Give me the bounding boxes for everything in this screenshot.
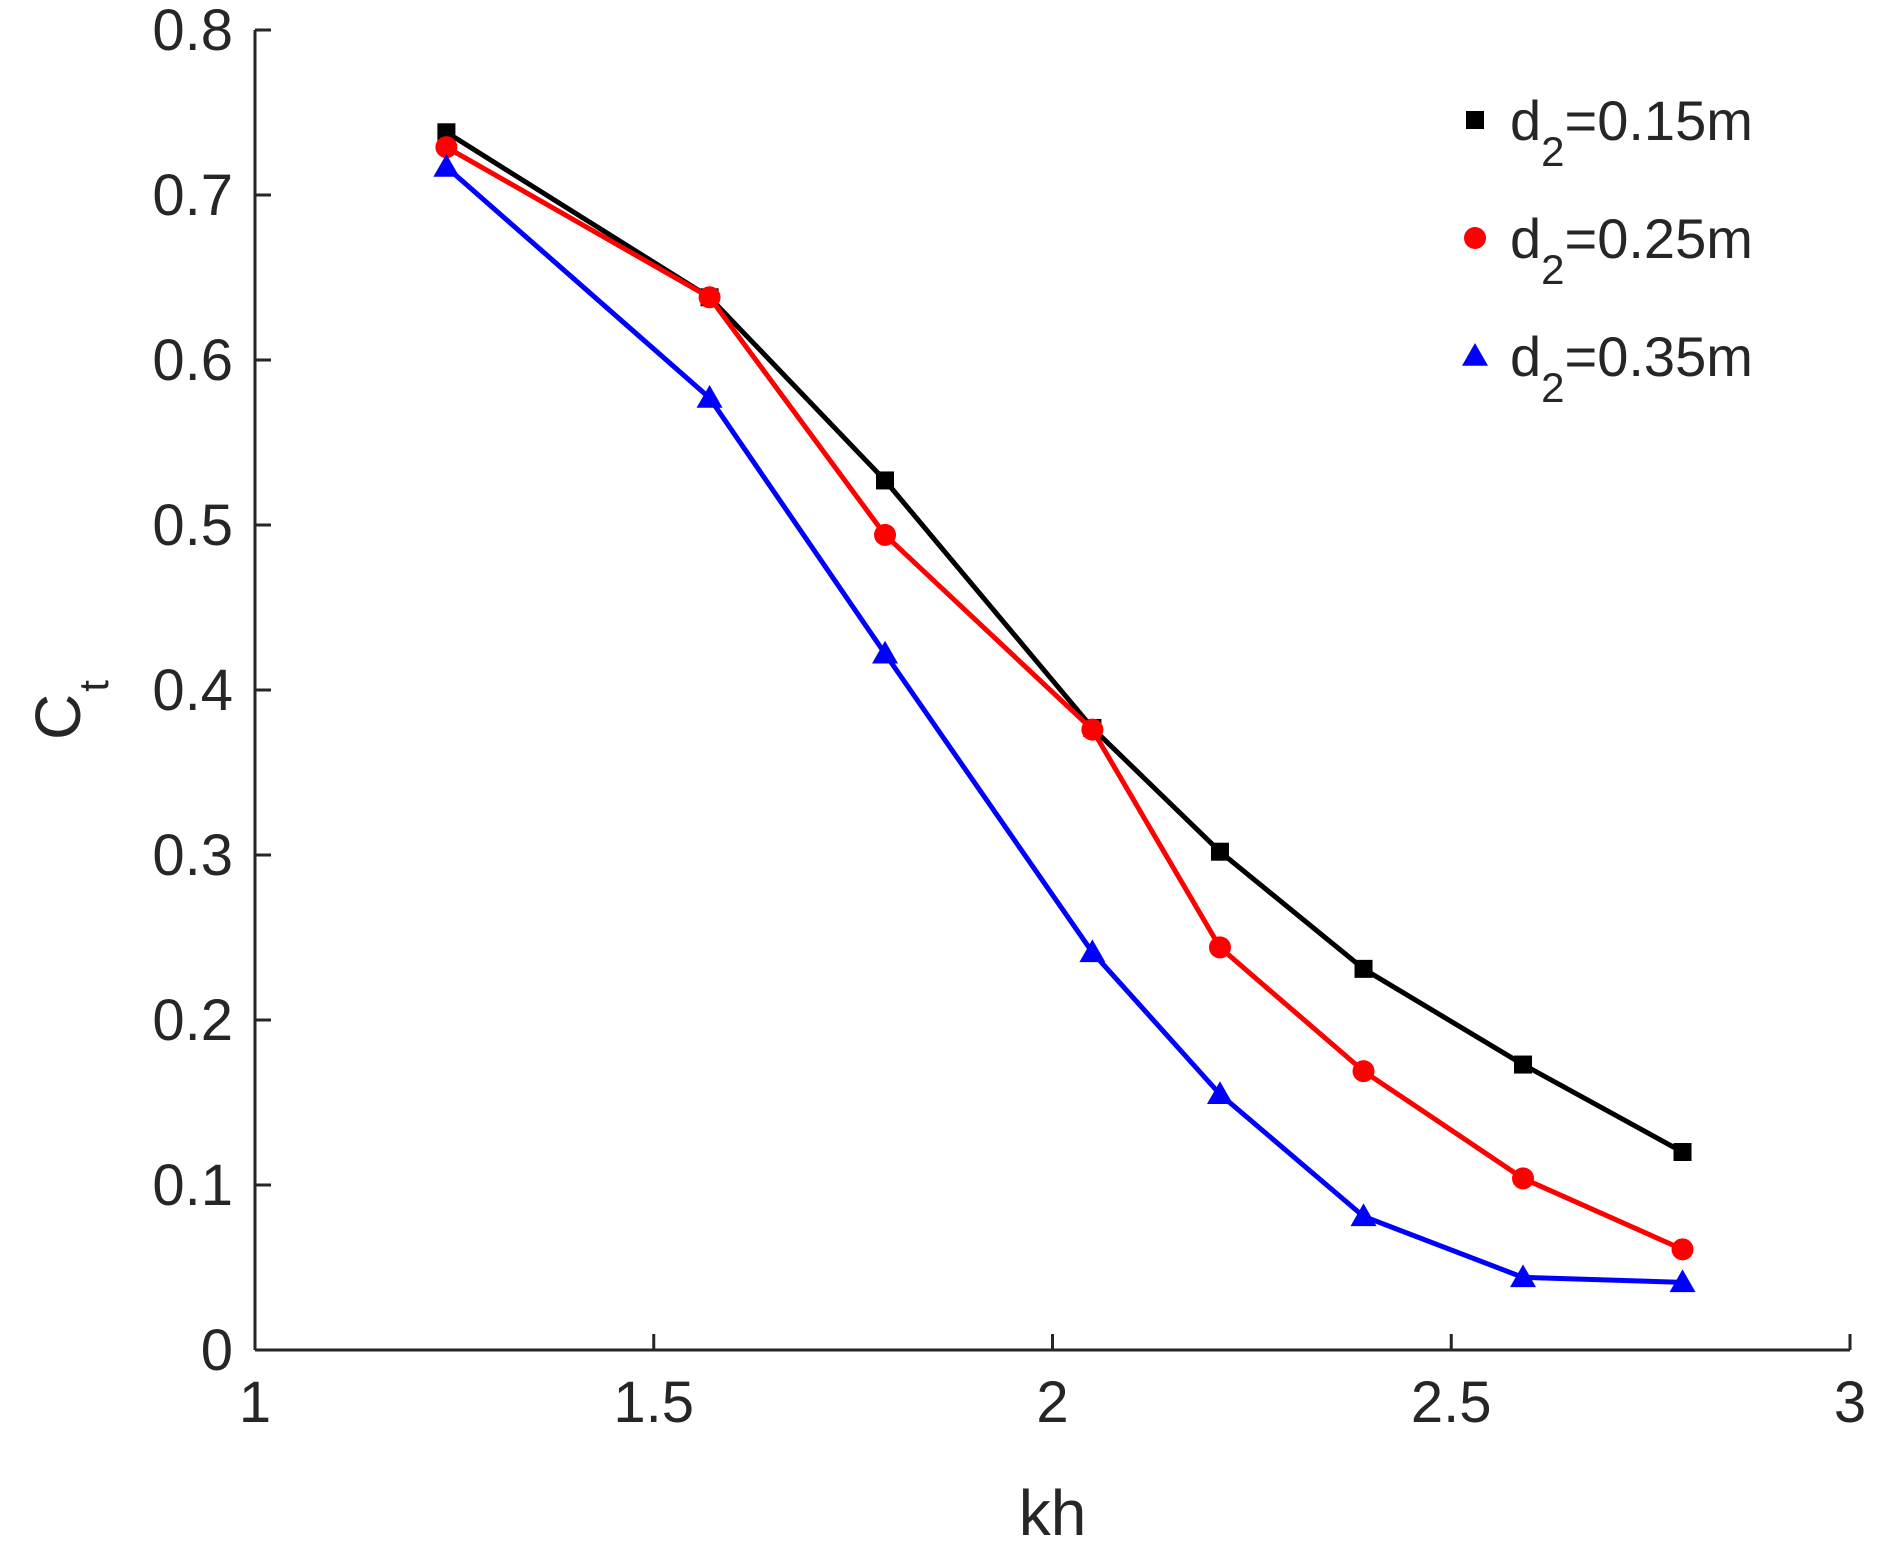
marker-circle <box>435 136 458 159</box>
marker-triangle <box>1350 1203 1377 1227</box>
y-tick-label: 0.1 <box>152 1153 233 1218</box>
marker-circle <box>1512 1167 1535 1190</box>
marker-triangle <box>696 384 723 408</box>
x-tick-label: 1 <box>239 1370 271 1435</box>
legend-label-sub: 2 <box>1541 128 1564 175</box>
y-axis-label-subscript: t <box>70 680 117 692</box>
series-line <box>445 144 1684 1252</box>
marker-square <box>1210 842 1229 861</box>
marker-triangle <box>433 153 460 177</box>
x-tick-label: 1.5 <box>613 1370 694 1435</box>
marker-circle <box>874 523 897 546</box>
marker-circle <box>1208 936 1231 959</box>
legend-label-sub: 2 <box>1541 364 1564 411</box>
series-1 <box>437 123 1692 1161</box>
y-tick-label: 0.7 <box>152 163 233 228</box>
marker-triangle <box>1669 1269 1696 1293</box>
y-axis-label-text: Ct <box>22 680 117 740</box>
series-line <box>445 130 1684 1155</box>
marker-circle <box>1671 1238 1694 1261</box>
series-2 <box>435 136 1694 1261</box>
legend-label-post: =0.15m <box>1565 89 1753 152</box>
y-tick-label: 0 <box>201 1318 233 1383</box>
legend-item-1: d2=0.15m <box>1466 89 1753 175</box>
y-tick-label: 0.3 <box>152 823 233 888</box>
marker-triangle <box>1079 939 1106 963</box>
legend-label-pre: d <box>1510 207 1541 270</box>
axes: 1 1.5 2 2.5 3 0 0.1 0.2 0.3 0.4 0.5 0.6 0.7 0.8 kh Ct <box>22 0 1866 1549</box>
marker-triangle <box>1206 1081 1233 1104</box>
legend-item-3: d2=0.35m <box>1462 325 1753 411</box>
marker-square <box>1673 1143 1692 1161</box>
marker-circle <box>698 286 721 309</box>
legend-label-post: =0.35m <box>1565 325 1753 388</box>
x-tick-label: 2.5 <box>1411 1370 1492 1435</box>
y-axis-label: Ct <box>22 680 117 740</box>
legend-label-post: =0.25m <box>1565 207 1753 270</box>
legend-label-pre: d <box>1510 325 1541 388</box>
legend-label: d2=0.25m <box>1510 207 1753 293</box>
marker-square <box>437 123 456 142</box>
legend-label: d2=0.35m <box>1510 325 1753 411</box>
marker-square <box>1466 111 1484 129</box>
marker-triangle <box>872 640 899 664</box>
marker-square <box>1514 1055 1533 1074</box>
y-tick-label: 0.6 <box>152 328 233 393</box>
x-tick-label: 3 <box>1834 1370 1866 1435</box>
legend-label-pre: d <box>1510 89 1541 152</box>
series-3 <box>433 153 1696 1293</box>
y-tick-label: 0.4 <box>152 658 233 723</box>
legend-item-2: d2=0.25m <box>1464 207 1753 293</box>
y-tick-label: 0.2 <box>152 988 233 1053</box>
marker-triangle <box>1462 343 1488 366</box>
series-layer <box>433 123 1696 1293</box>
marker-triangle <box>1510 1264 1537 1288</box>
marker-circle <box>1464 227 1486 249</box>
legend-label: d2=0.15m <box>1510 89 1753 175</box>
marker-square <box>876 471 895 490</box>
series-line <box>444 165 1683 1285</box>
marker-square <box>1354 959 1373 978</box>
legend-label-sub: 2 <box>1541 246 1564 293</box>
marker-circle <box>1352 1060 1375 1083</box>
y-tick-label: 0.8 <box>152 0 233 63</box>
marker-circle <box>1081 718 1104 741</box>
x-axis-label: kh <box>1019 1477 1087 1549</box>
x-tick-label: 2 <box>1036 1370 1068 1435</box>
y-tick-label: 0.5 <box>152 493 233 558</box>
